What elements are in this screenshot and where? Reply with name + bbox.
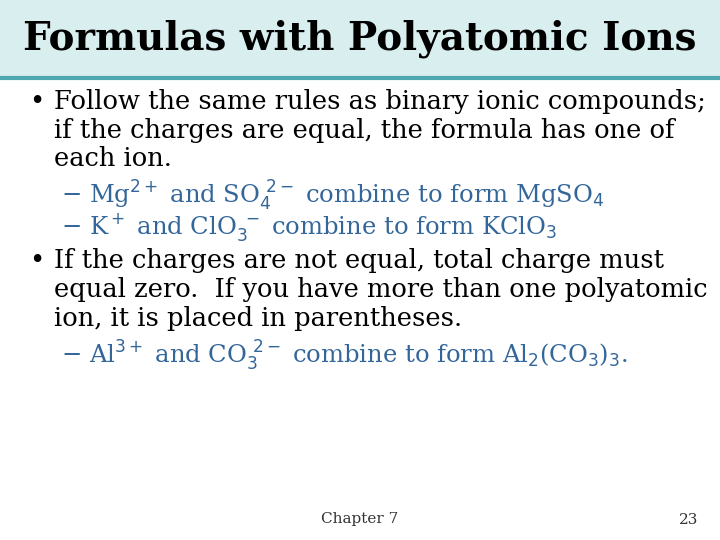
Text: Follow the same rules as binary ionic compounds;: Follow the same rules as binary ionic co…: [54, 89, 706, 114]
Text: Chapter 7: Chapter 7: [321, 512, 399, 526]
Text: •: •: [29, 248, 44, 273]
Text: ion, it is placed in parentheses.: ion, it is placed in parentheses.: [54, 306, 462, 330]
Text: If the charges are not equal, total charge must: If the charges are not equal, total char…: [54, 248, 664, 273]
Text: •: •: [29, 89, 44, 114]
FancyBboxPatch shape: [0, 0, 720, 78]
Text: $-$ K$^+$ and ClO$_3^{\ -}$ combine to form KClO$_3$: $-$ K$^+$ and ClO$_3^{\ -}$ combine to f…: [61, 211, 557, 242]
Text: $-$ Al$^{3+}$ and CO$_3^{\ 2-}$ combine to form Al$_2$(CO$_3$)$_3$.: $-$ Al$^{3+}$ and CO$_3^{\ 2-}$ combine …: [61, 339, 628, 373]
Text: 23: 23: [679, 512, 698, 526]
Text: if the charges are equal, the formula has one of: if the charges are equal, the formula ha…: [54, 118, 675, 143]
Text: $-$ Mg$^{2+}$ and SO$_4^{\ 2-}$ combine to form MgSO$_4$: $-$ Mg$^{2+}$ and SO$_4^{\ 2-}$ combine …: [61, 179, 605, 213]
Text: each ion.: each ion.: [54, 146, 172, 171]
Text: Formulas with Polyatomic Ions: Formulas with Polyatomic Ions: [23, 19, 697, 58]
Text: equal zero.  If you have more than one polyatomic: equal zero. If you have more than one po…: [54, 277, 708, 302]
